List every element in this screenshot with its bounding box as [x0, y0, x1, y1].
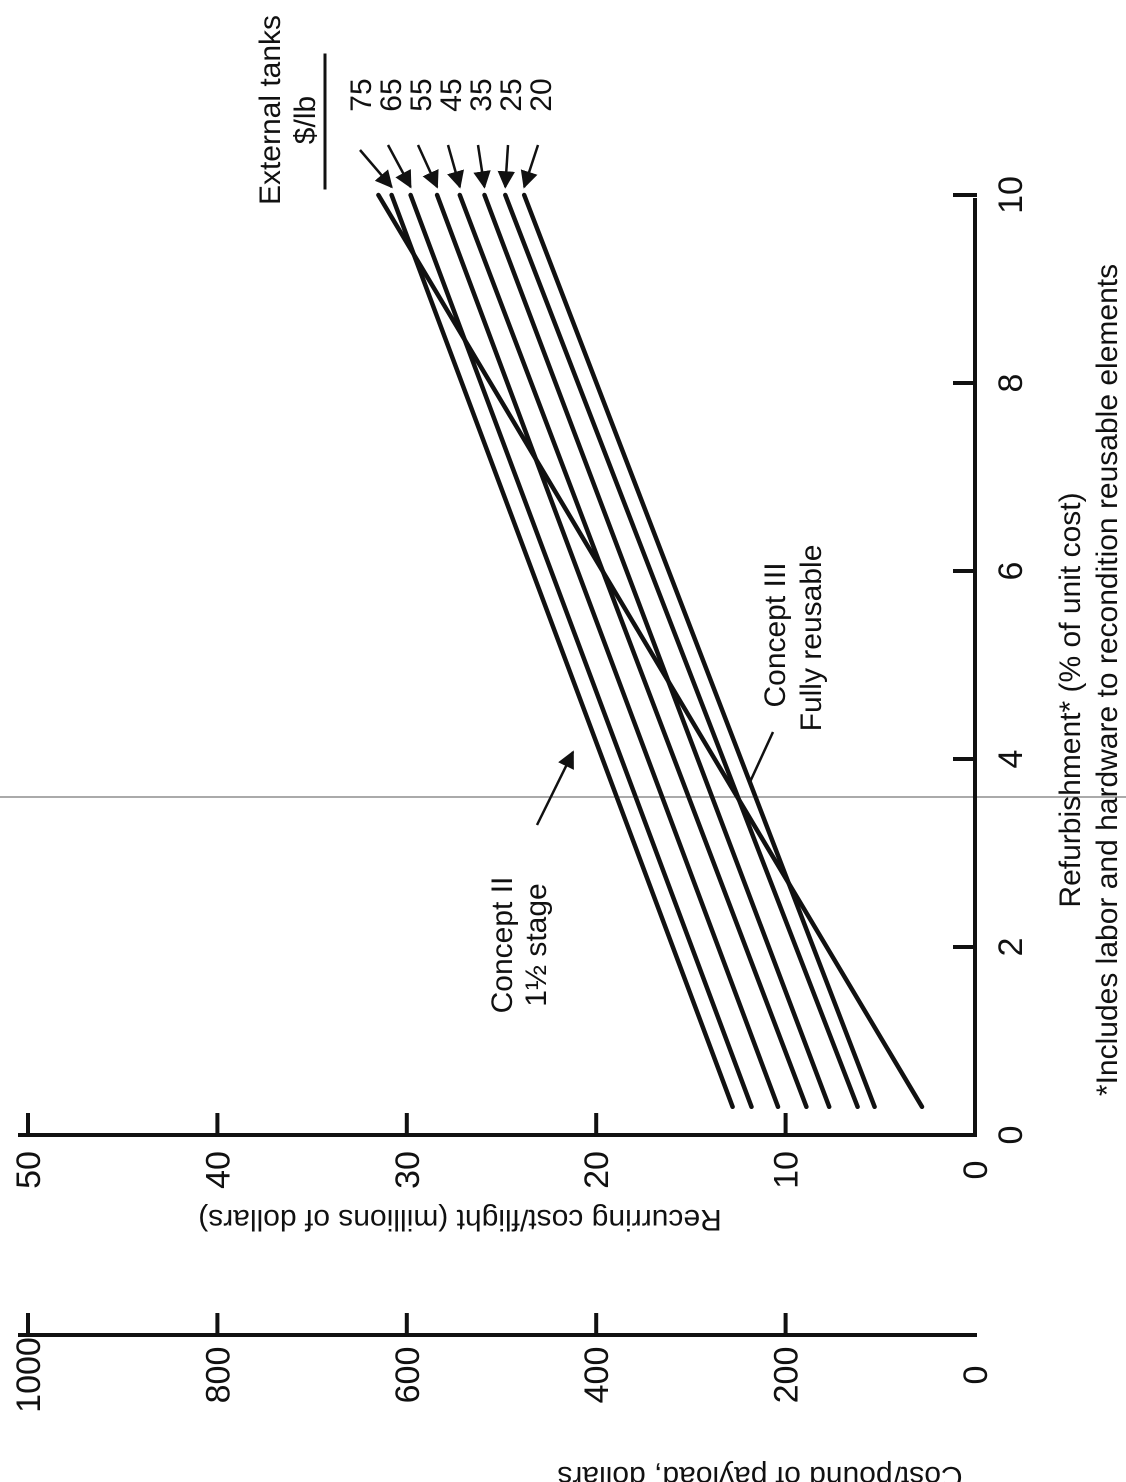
legend-arrow-75 [359, 149, 393, 189]
primary-y-axis: 0 10 20 30 40 50 Recurring cost/flight (milli… [10, 1113, 995, 1236]
x-tick-label: 0 [992, 1126, 1030, 1145]
concept3-label-line2: Fully reusable [795, 545, 828, 732]
legend-label-20: 20 [525, 78, 558, 111]
primary-axis-title: Recurring cost/flight (millions of dolla… [198, 1203, 722, 1236]
secondary-tick-label: 600 [389, 1347, 427, 1404]
x-axis-title: Refurbishment* (% of unit cost) [1054, 492, 1087, 907]
legend-label-35: 35 [465, 78, 498, 111]
legend-arrow-25 [497, 144, 516, 189]
legend-label-25: 25 [495, 78, 528, 111]
tank-45-line [457, 192, 809, 1110]
primary-tick-label: 50 [10, 1151, 48, 1189]
primary-tick-label: 10 [768, 1151, 806, 1189]
legend-unit: $/lb [289, 96, 322, 144]
series-lines [376, 192, 925, 1110]
legend-label-45: 45 [435, 78, 468, 111]
primary-tick-label: 20 [578, 1151, 616, 1189]
x-tick-label: 6 [992, 562, 1030, 581]
x-tick-label: 8 [992, 374, 1030, 393]
footnote: *Includes labor and hardware to recondit… [1091, 264, 1124, 1096]
concept3-arrow [748, 731, 775, 783]
primary-tick-label: 30 [389, 1151, 427, 1189]
legend-arrow-20 [520, 144, 540, 189]
concept3-label-line1: Concept III [759, 562, 792, 707]
legend-arrow-35 [473, 144, 491, 189]
legend-arrow-45 [446, 144, 464, 189]
legend-arrow-65 [386, 144, 412, 189]
legend-label-65: 65 [375, 78, 408, 111]
primary-tick-label: 0 [957, 1161, 995, 1180]
x-tick-label: 10 [992, 176, 1030, 214]
concept2-arrow [535, 750, 575, 826]
tank-35-line [482, 192, 832, 1110]
concept2-label-line2: 1½ stage [520, 883, 553, 1006]
annotations: Concept II 1½ stage Concept III Fully re… [486, 545, 828, 1014]
tank-20-line [521, 192, 877, 1110]
legend-label-75: 75 [345, 78, 378, 111]
x-tick-label: 2 [992, 938, 1030, 957]
legend-title: External tanks [254, 15, 287, 205]
primary-tick-label: 40 [199, 1151, 237, 1189]
x-tick-label: 4 [992, 750, 1030, 769]
concept-iii-line [376, 192, 925, 1110]
legend-label-55: 55 [405, 78, 438, 111]
secondary-tick-label: 1000 [10, 1337, 48, 1413]
legend-arrow-55 [416, 144, 439, 189]
secondary-tick-label: 0 [957, 1366, 995, 1385]
tank-25-line [503, 192, 860, 1110]
tank-75-line [389, 192, 735, 1110]
tank-55-line [434, 192, 781, 1110]
secondary-tick-label: 800 [199, 1347, 237, 1404]
concept2-label-line1: Concept II [486, 877, 519, 1014]
secondary-tick-label: 400 [578, 1347, 616, 1404]
secondary-y-axis: 0 200 400 600 800 1000 Cost/pound of payload,… [10, 1313, 995, 1482]
secondary-axis-title: Cost/pound of payload, dollars [557, 1460, 962, 1482]
secondary-tick-label: 200 [768, 1347, 806, 1404]
